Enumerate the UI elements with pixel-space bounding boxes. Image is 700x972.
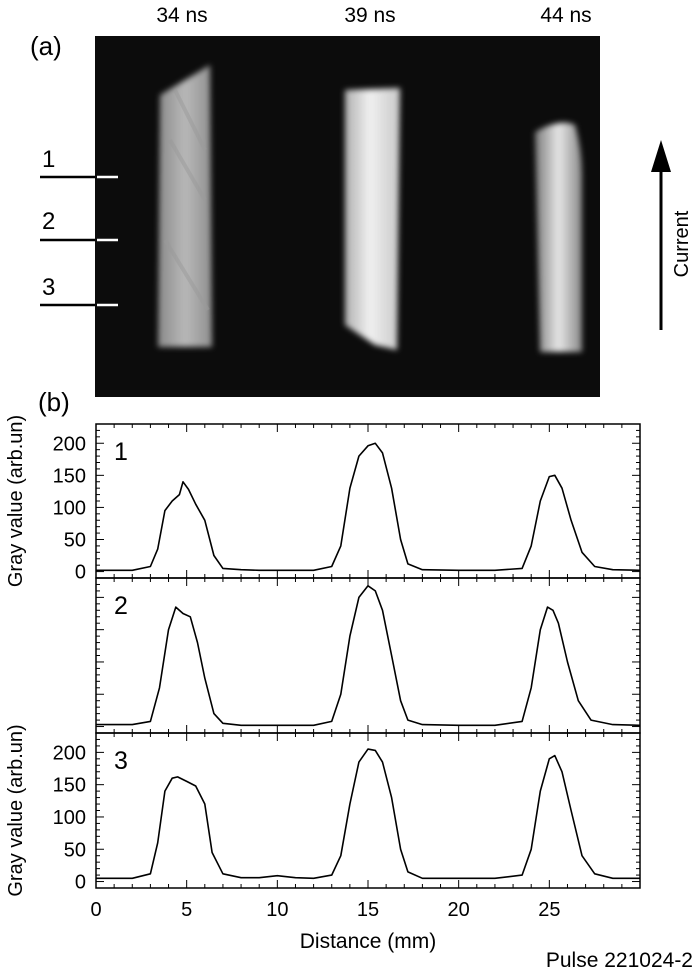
emission-frame-34ns [158, 65, 212, 347]
y-tick-label: 0 [75, 872, 86, 894]
emission-frame-39ns [345, 88, 400, 350]
panel-number-label: 2 [114, 592, 128, 620]
plot-frame [95, 423, 641, 579]
row-label: 3 [42, 274, 55, 301]
x-tick-label: 0 [90, 899, 101, 921]
x-tick-label: 20 [448, 899, 470, 921]
frame-time-label: 34 ns [156, 4, 207, 27]
frame-time-label: 44 ns [540, 4, 591, 27]
panel-number-label: 3 [114, 747, 128, 775]
current-label: Current [671, 210, 693, 277]
row-label: 2 [42, 208, 55, 235]
plot-frame [95, 577, 641, 734]
plot-frame [95, 732, 641, 889]
y-axis-label: Gray value (arb.un) [5, 415, 27, 587]
pulse-label: Pulse 221024-2 [546, 949, 693, 972]
profile-line [96, 585, 641, 727]
y-tick-label: 100 [53, 807, 86, 829]
y-tick-label: 150 [53, 775, 86, 797]
panel-number-label: 1 [114, 438, 128, 466]
y-tick-label: 50 [64, 530, 86, 552]
x-tick-label: 5 [181, 899, 192, 921]
profile-line [96, 442, 641, 572]
emission-frame-44ns [535, 122, 582, 353]
y-tick-label: 0 [75, 562, 86, 584]
y-tick-label: 200 [53, 742, 86, 764]
x-tick-label: 25 [538, 899, 560, 921]
plot-panel: 0 50 100 150 200 1 Gray value (arb.un) [5, 415, 641, 587]
frame-time-label: 39 ns [344, 4, 395, 27]
profile-line [96, 748, 640, 880]
y-axis-label: Gray value (arb.un) [5, 724, 27, 896]
y-tick-label: 100 [53, 497, 86, 519]
y-tick-label: 200 [53, 433, 86, 455]
row-label: 1 [42, 146, 55, 173]
x-tick-label: 10 [266, 899, 288, 921]
y-tick-label: 50 [64, 839, 86, 861]
row-markers-left: 1 2 3 [40, 146, 118, 307]
panel-a-label: (a) [30, 31, 62, 61]
x-tick-label: 15 [357, 899, 379, 921]
x-axis-label: Distance (mm) [300, 930, 437, 953]
panel-b-label: (b) [38, 387, 70, 417]
y-tick-label: 150 [53, 465, 86, 487]
row-markers-right [625, 175, 645, 307]
current-arrow-icon [651, 140, 671, 330]
plot-panel: 2 [95, 577, 641, 734]
plot-panel: 0 50 100 150 200 0 5 10 15 20 25 3 Gray value (arb.u… [5, 724, 641, 953]
